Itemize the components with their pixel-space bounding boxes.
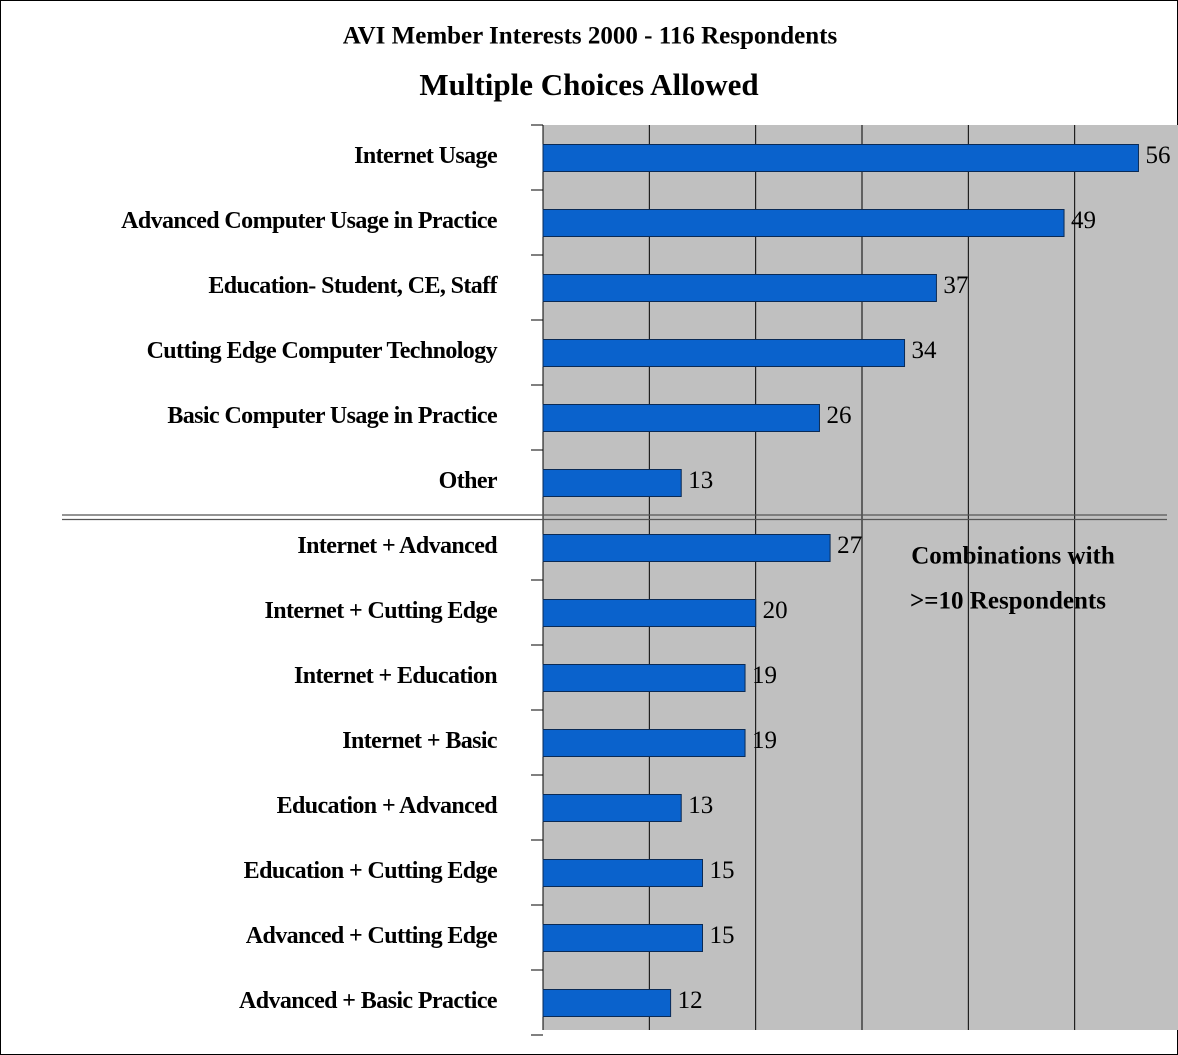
bar xyxy=(542,404,820,432)
category-label: Other xyxy=(439,468,498,494)
value-label: 34 xyxy=(912,337,938,364)
category-label: Basic Computer Usage in Practice xyxy=(167,403,498,429)
value-label: 13 xyxy=(688,467,713,494)
chart-subtitle: Multiple Choices Allowed xyxy=(419,67,758,102)
bar xyxy=(542,599,757,627)
category-label: Advanced + Basic Practice xyxy=(239,988,498,1014)
category-label: Internet Usage xyxy=(354,143,498,169)
bar xyxy=(542,469,682,497)
value-label: 15 xyxy=(710,922,735,949)
bar xyxy=(542,729,746,757)
value-label: 49 xyxy=(1071,207,1096,234)
annotation: Combinations with xyxy=(911,543,1115,570)
category-label: Cutting Edge Computer Technology xyxy=(147,338,498,364)
bars: Internet Usage 56 Advanced Computer Usage … xyxy=(121,142,1170,1017)
category-label: Internet + Advanced xyxy=(297,533,498,559)
value-label: 26 xyxy=(826,402,851,429)
value-label: 27 xyxy=(837,532,862,559)
category-label: Education- Student, CE, Staff xyxy=(208,273,498,299)
bar xyxy=(542,924,703,952)
bar xyxy=(542,274,937,302)
bar xyxy=(542,989,672,1017)
value-label: 15 xyxy=(710,857,735,884)
bar xyxy=(542,664,746,692)
value-label: 13 xyxy=(688,792,713,819)
category-label: Internet + Basic xyxy=(342,728,498,754)
bar xyxy=(542,209,1065,237)
value-label: 12 xyxy=(678,987,703,1014)
bar xyxy=(542,339,906,367)
value-label: 56 xyxy=(1145,142,1170,169)
category-label: Education + Cutting Edge xyxy=(244,858,498,884)
category-label: Advanced Computer Usage in Practice xyxy=(121,208,498,234)
category-label: Internet + Education xyxy=(294,663,497,689)
category-label: Education + Advanced xyxy=(277,793,499,819)
chart-title: AVI Member Interests 2000 - 116 Responde… xyxy=(343,23,838,50)
bar xyxy=(542,534,831,562)
bar xyxy=(542,144,1139,172)
value-label: 19 xyxy=(752,662,777,689)
plot-area xyxy=(543,125,1178,1030)
bar xyxy=(542,794,682,822)
bar xyxy=(542,859,703,887)
annotation: >=10 Respondents xyxy=(910,588,1106,615)
category-label: Advanced + Cutting Edge xyxy=(246,923,498,949)
value-label: 19 xyxy=(752,727,777,754)
value-label: 20 xyxy=(763,597,788,624)
value-label: 37 xyxy=(943,272,968,299)
category-label: Internet + Cutting Edge xyxy=(264,598,497,624)
